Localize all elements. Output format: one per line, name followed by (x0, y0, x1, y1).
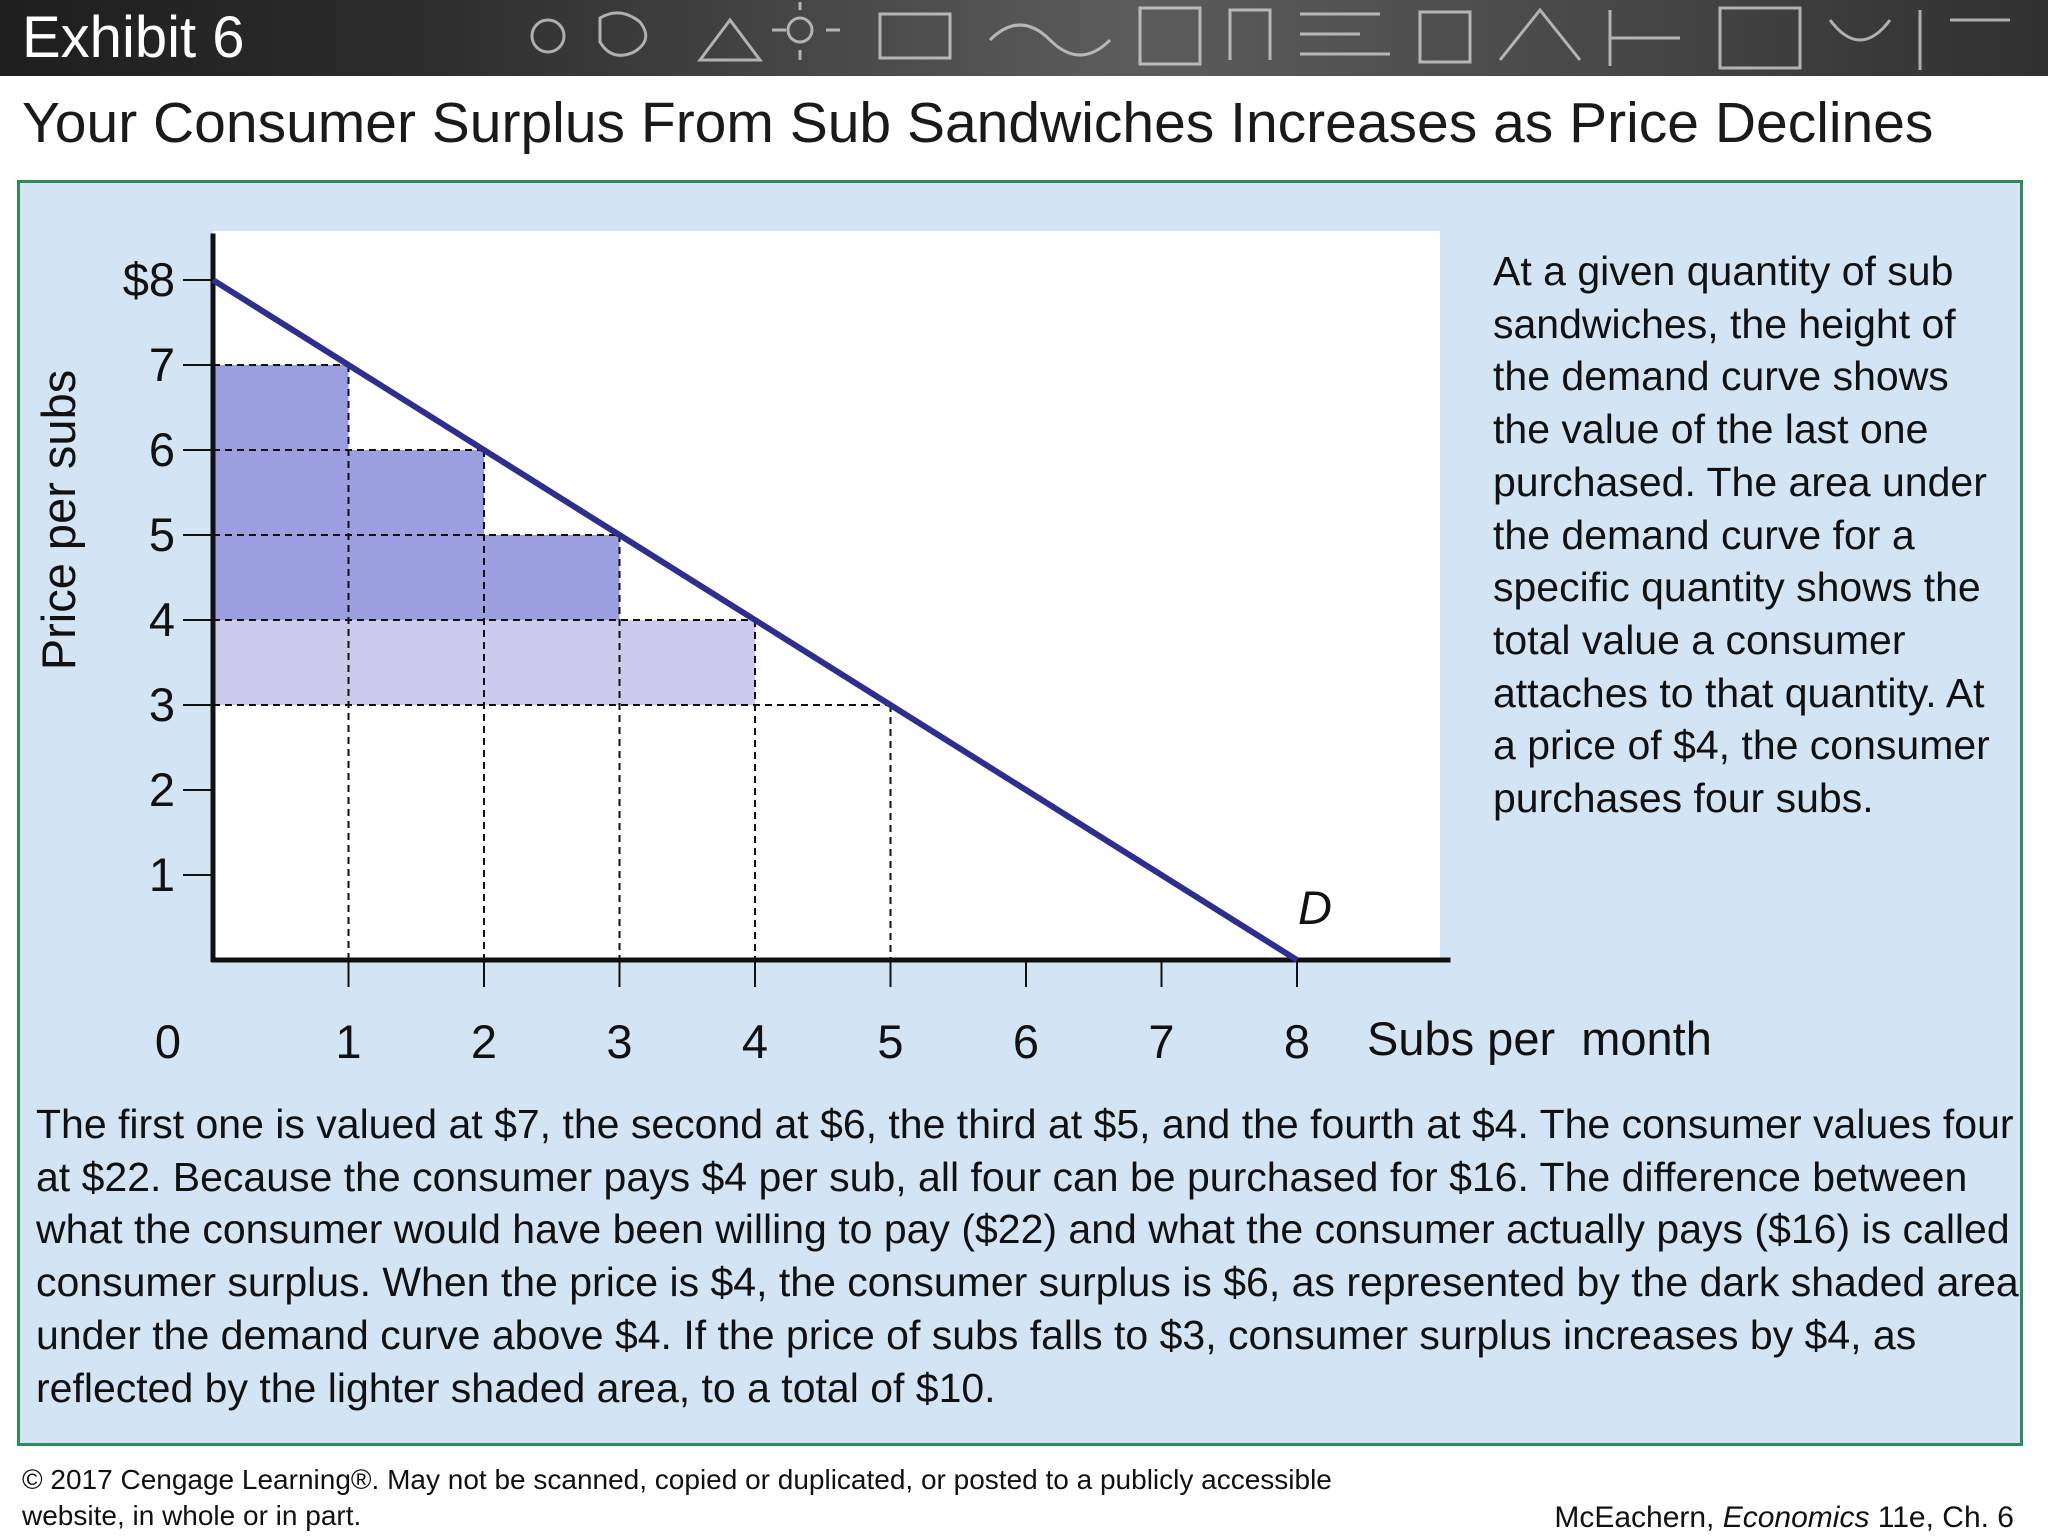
demand-curve-label: D (1298, 881, 1332, 934)
x-tick-label-7: 7 (1148, 1015, 1174, 1068)
x-tick-label-3: 3 (606, 1015, 632, 1068)
exhibit-label: Exhibit 6 (22, 5, 245, 70)
credit-author: McEachern, (1554, 1501, 1723, 1534)
x-tick-label-4: 4 (742, 1015, 768, 1068)
x-tick-label-5: 5 (877, 1015, 903, 1068)
credit-book: Economics (1722, 1501, 1870, 1534)
y-tick-label-1: 1 (149, 848, 175, 901)
dashed-guides (213, 364, 892, 960)
y-tick-label-7: 7 (149, 338, 175, 391)
credit-edition: 11e, Ch. 6 (1869, 1501, 2014, 1534)
y-tick-label-6: 6 (149, 423, 175, 476)
dark-shaded-block-3 (484, 535, 620, 620)
demand-curve-layer (211, 277, 1299, 963)
chalkboard-doodles-icon (530, 2, 2010, 70)
x-tick-label-0: 0 (155, 1015, 181, 1068)
y-axis-title: Price per subs (32, 370, 85, 670)
dark-shaded-block-1 (213, 365, 349, 620)
y-tick-label-2: 2 (149, 763, 175, 816)
x-axis-title: Subs per month (1367, 1012, 1712, 1065)
x-tick-label-6: 6 (1013, 1015, 1039, 1068)
y-tick-label-8: $8 (123, 253, 175, 306)
explanation-side-text: At a given quantity of sub sandwiches, t… (1493, 248, 1990, 822)
shaded-areas (213, 365, 755, 705)
y-tick-label-3: 3 (149, 678, 175, 731)
axes (183, 233, 1451, 987)
dark-shaded-block-2 (348, 450, 484, 620)
copyright-notice: © 2017 Cengage Learning®. May not be sca… (22, 1464, 1332, 1531)
source-credit: McEachern, Economics 11e, Ch. 6 (1554, 1500, 2014, 1536)
x-tick-label-8: 8 (1284, 1015, 1310, 1068)
slide-title: Your Consumer Surplus From Sub Sandwiche… (22, 91, 1934, 155)
header-banner: Exhibit 6 (0, 0, 2048, 76)
tick-labels: 1 2 3 4 5 6 7 $8 0 1 2 3 4 5 6 7 8 Subs per month Price pe… (32, 253, 1712, 1068)
x-tick-label-2: 2 (471, 1015, 497, 1068)
x-tick-label-1: 1 (335, 1015, 361, 1068)
y-tick-label-5: 5 (149, 508, 175, 561)
demand-chart: 1 2 3 4 5 6 7 $8 0 1 2 3 4 5 6 7 8 Subs per month Price pe… (32, 231, 1712, 1068)
y-tick-label-4: 4 (149, 593, 175, 646)
demand-curve (211, 277, 1299, 963)
explanation-bottom-text: The first one is valued at $7, the secon… (36, 1101, 2019, 1411)
